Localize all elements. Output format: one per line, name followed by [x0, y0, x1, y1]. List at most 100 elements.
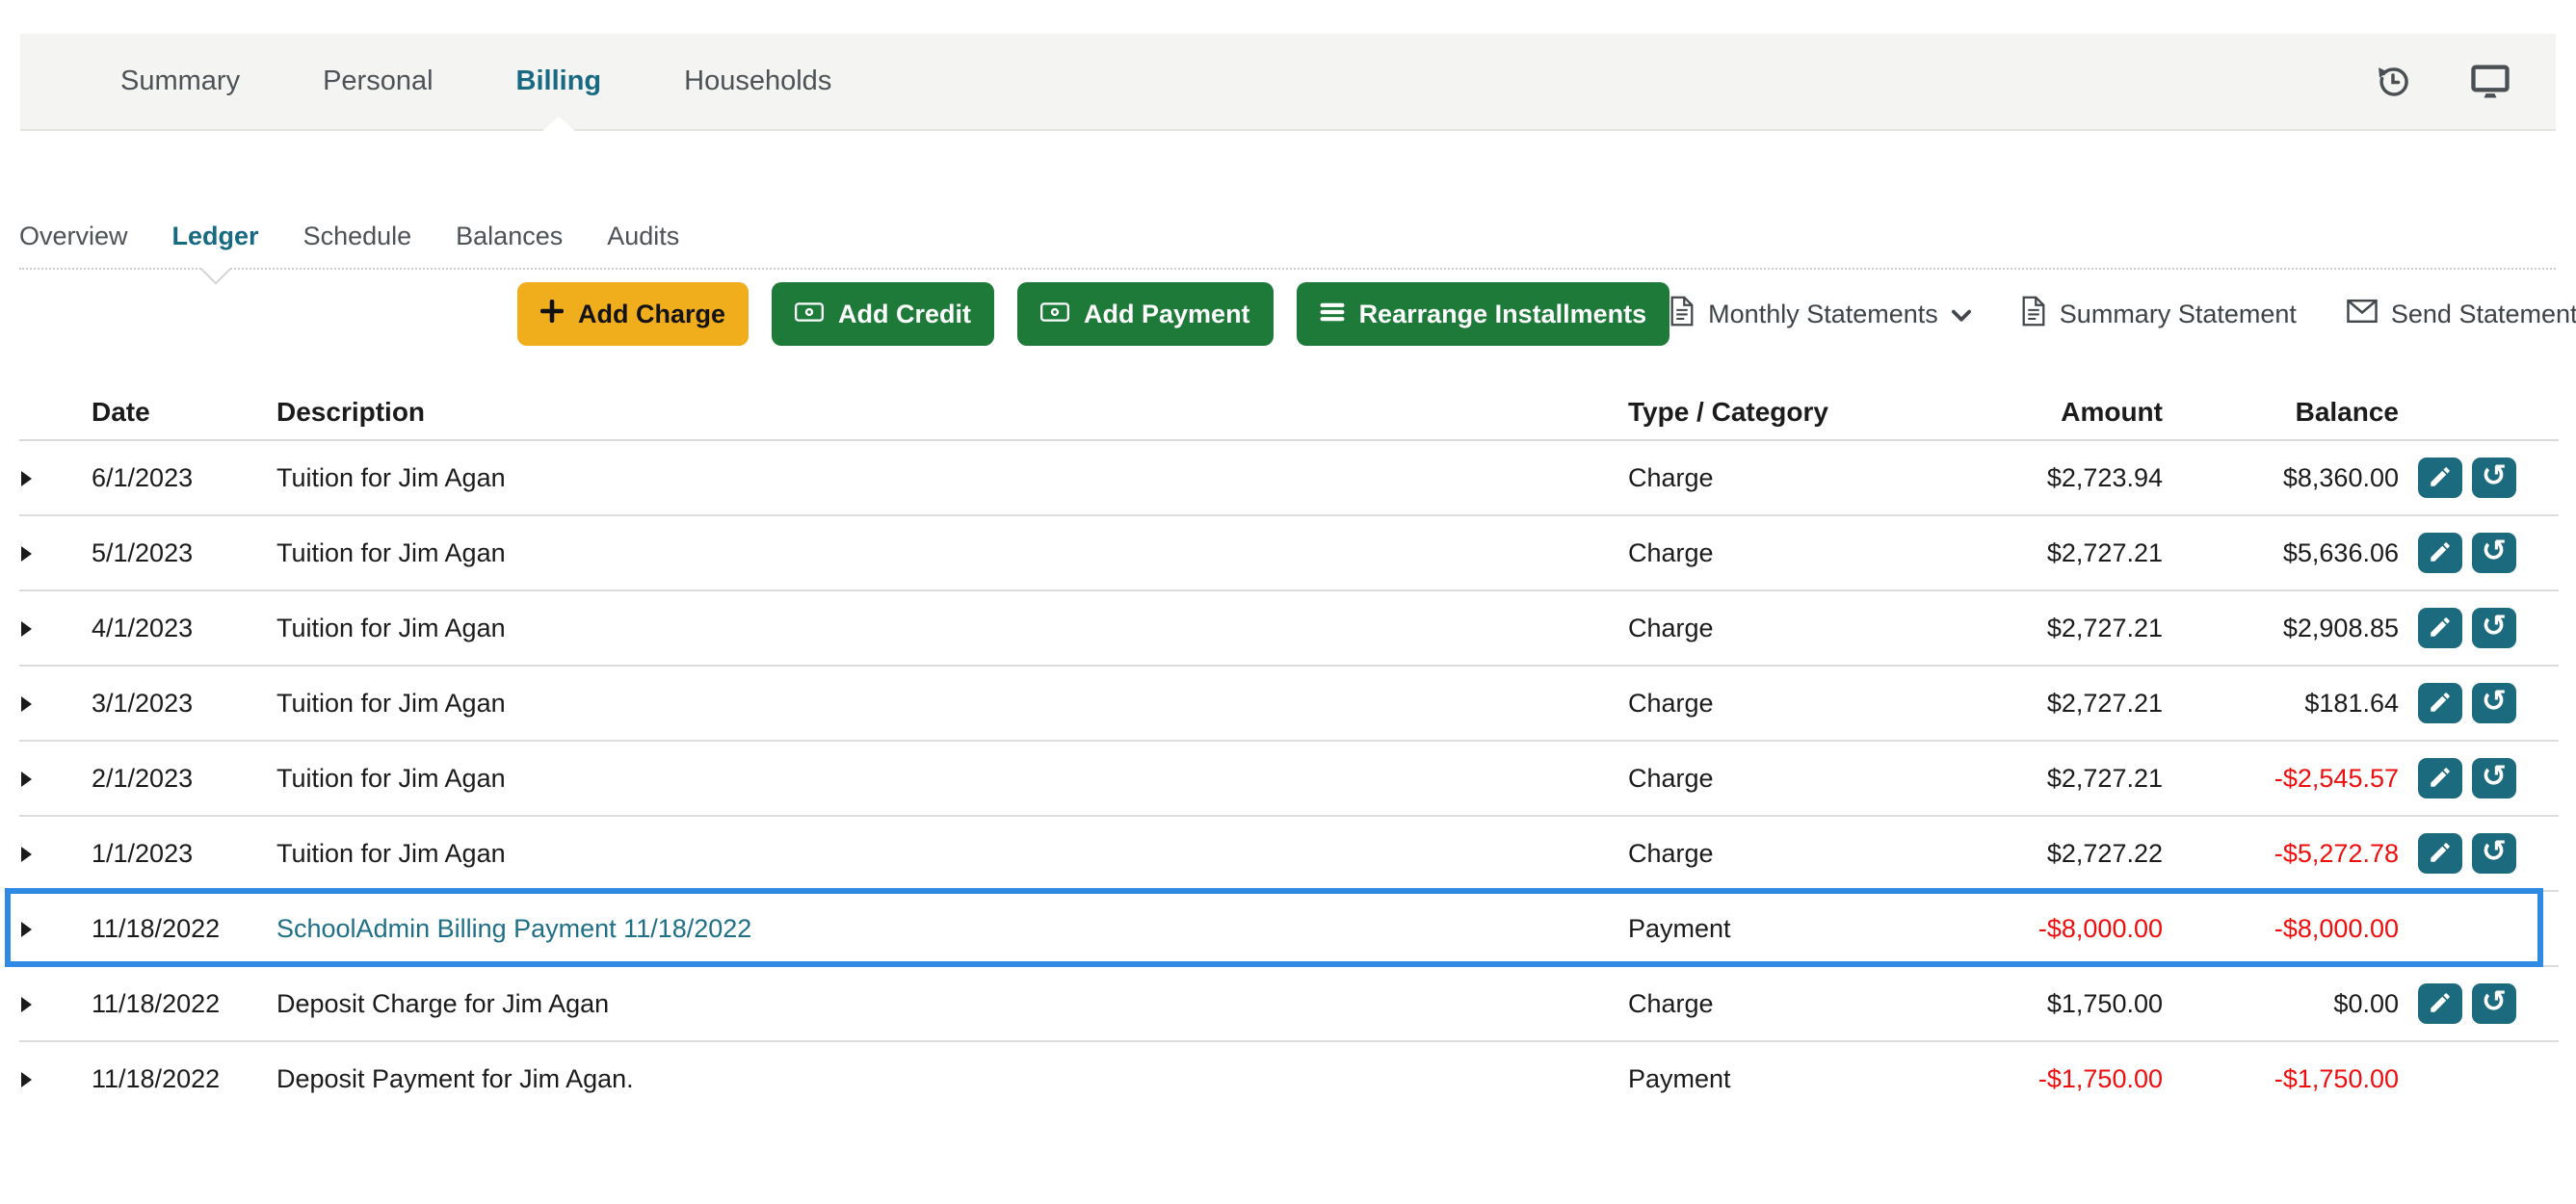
add-payment-button[interactable]: Add Payment [1017, 282, 1274, 346]
description-cell[interactable]: SchoolAdmin Billing Payment 11/18/2022 [276, 913, 752, 943]
amount-cell: $2,727.21 [2046, 763, 2163, 793]
ledger-toolbar: Add Charge Add Credit Add Payment [19, 281, 2576, 347]
edit-row-button[interactable] [2418, 833, 2462, 874]
summary-statement-label: Summary Statement [2059, 299, 2297, 328]
monitor-icon[interactable] [2471, 64, 2510, 100]
add-payment-label: Add Payment [1084, 299, 1250, 328]
monthly-statements-label: Monthly Statements [1708, 299, 1938, 328]
ledger-table: Date Description Type / Category Amount … [5, 385, 2559, 1115]
pencil-icon [2428, 539, 2453, 567]
description-cell: Tuition for Jim Agan [276, 537, 506, 567]
balance-cell: $5,636.06 [2282, 537, 2399, 567]
table-row: 2/1/2023 Tuition for Jim Agan Charge $2,… [19, 742, 2559, 817]
date-cell: 6/1/2023 [92, 462, 194, 492]
date-cell: 11/18/2022 [92, 1063, 221, 1093]
tab-households[interactable]: Households [684, 65, 832, 96]
expand-caret-icon[interactable] [19, 764, 92, 794]
date-cell: 4/1/2023 [92, 613, 194, 642]
subtab-balances[interactable]: Balances [456, 221, 564, 250]
edit-row-button[interactable] [2418, 458, 2462, 498]
table-row-highlighted: 11/18/2022 SchoolAdmin Billing Payment 1… [5, 888, 2559, 967]
subtab-ledger[interactable]: Ledger [172, 204, 259, 268]
header-amount: Amount [2061, 397, 2163, 427]
tab-summary[interactable]: Summary [120, 65, 241, 96]
bars-icon [1320, 300, 1345, 329]
monthly-statements-dropdown[interactable]: Monthly Statements [1669, 296, 1971, 333]
money-bill-icon [1040, 300, 1070, 329]
description-cell: Tuition for Jim Agan [276, 613, 506, 642]
header-balance: Balance [2295, 397, 2399, 427]
send-statement-link[interactable]: Send Statement [2347, 299, 2576, 330]
balance-cell: -$8,000.00 [2274, 913, 2399, 943]
table-row: 11/18/2022 Deposit Payment for Jim Agan.… [19, 1042, 2559, 1115]
tab-personal[interactable]: Personal [323, 65, 434, 96]
summary-statement-link[interactable]: Summary Statement [2021, 296, 2297, 333]
send-statement-label: Send Statement [2390, 299, 2576, 328]
subtab-audits[interactable]: Audits [607, 221, 680, 250]
type-cell: Charge [1628, 462, 1714, 492]
envelope-icon [2347, 299, 2378, 330]
undo-row-button[interactable]: ↺ [2472, 758, 2516, 798]
type-cell: Payment [1628, 1063, 1731, 1093]
history-icon[interactable] [2375, 64, 2411, 100]
date-cell: 2/1/2023 [92, 763, 194, 793]
document-icon [1669, 296, 1695, 333]
table-row: 4/1/2023 Tuition for Jim Agan Charge $2,… [19, 591, 2559, 667]
rearrange-installments-button[interactable]: Rearrange Installments [1296, 282, 1670, 346]
undo-row-button[interactable]: ↺ [2472, 983, 2516, 1024]
edit-row-button[interactable] [2418, 683, 2462, 723]
type-cell: Charge [1628, 537, 1714, 567]
edit-row-button[interactable] [2418, 983, 2462, 1024]
edit-row-button[interactable] [2418, 533, 2462, 573]
top-tabs: Summary Personal Billing Households [120, 34, 831, 129]
undo-row-button[interactable]: ↺ [2472, 533, 2516, 573]
description-cell: Deposit Payment for Jim Agan. [276, 1063, 634, 1093]
edit-row-button[interactable] [2418, 608, 2462, 648]
undo-row-button[interactable]: ↺ [2472, 833, 2516, 874]
add-charge-button[interactable]: Add Charge [517, 282, 749, 346]
expand-caret-icon[interactable] [19, 839, 92, 869]
row-actions: ↺ [2399, 533, 2559, 573]
type-cell: Charge [1628, 838, 1714, 868]
subtab-overview[interactable]: Overview [19, 221, 128, 250]
expand-caret-icon[interactable] [19, 914, 92, 944]
add-credit-button[interactable]: Add Credit [772, 282, 995, 346]
table-row: 1/1/2023 Tuition for Jim Agan Charge $2,… [19, 817, 2559, 892]
description-cell: Tuition for Jim Agan [276, 462, 506, 492]
table-row: 5/1/2023 Tuition for Jim Agan Charge $2,… [19, 516, 2559, 591]
amount-cell: $2,727.21 [2046, 613, 2163, 642]
undo-row-button[interactable]: ↺ [2472, 458, 2516, 498]
subtab-schedule[interactable]: Schedule [302, 221, 412, 250]
undo-icon: ↺ [2482, 758, 2507, 794]
topbar-icon-group [2375, 34, 2510, 129]
type-cell: Charge [1628, 613, 1714, 642]
expand-caret-icon[interactable] [19, 538, 92, 568]
edit-row-button[interactable] [2418, 758, 2462, 798]
row-actions: ↺ [2399, 608, 2559, 648]
money-bill-icon [795, 300, 825, 329]
row-actions: ↺ [2399, 758, 2559, 798]
date-cell: 5/1/2023 [92, 537, 194, 567]
expand-caret-icon[interactable] [19, 689, 92, 719]
pencil-icon [2428, 765, 2453, 793]
undo-row-button[interactable]: ↺ [2472, 683, 2516, 723]
pencil-icon [2428, 615, 2453, 642]
document-icon [2021, 296, 2046, 333]
row-actions: ↺ [2399, 458, 2559, 498]
tab-billing[interactable]: Billing [516, 34, 602, 129]
amount-cell: $1,750.00 [2046, 988, 2163, 1018]
table-row: 6/1/2023 Tuition for Jim Agan Charge $2,… [19, 441, 2559, 516]
expand-caret-icon[interactable] [19, 463, 92, 493]
balance-cell: $181.64 [2304, 688, 2399, 718]
top-tab-bar: Summary Personal Billing Households [20, 34, 2556, 131]
balance-cell: $0.00 [2333, 988, 2399, 1018]
pencil-icon [2428, 840, 2453, 868]
expand-caret-icon[interactable] [19, 989, 92, 1019]
expand-caret-icon[interactable] [19, 614, 92, 643]
balance-cell: -$5,272.78 [2274, 838, 2399, 868]
row-actions: ↺ [2399, 833, 2559, 874]
undo-row-button[interactable]: ↺ [2472, 608, 2516, 648]
date-cell: 1/1/2023 [92, 838, 194, 868]
expand-caret-icon[interactable] [19, 1064, 92, 1094]
balance-cell: $8,360.00 [2282, 462, 2399, 492]
